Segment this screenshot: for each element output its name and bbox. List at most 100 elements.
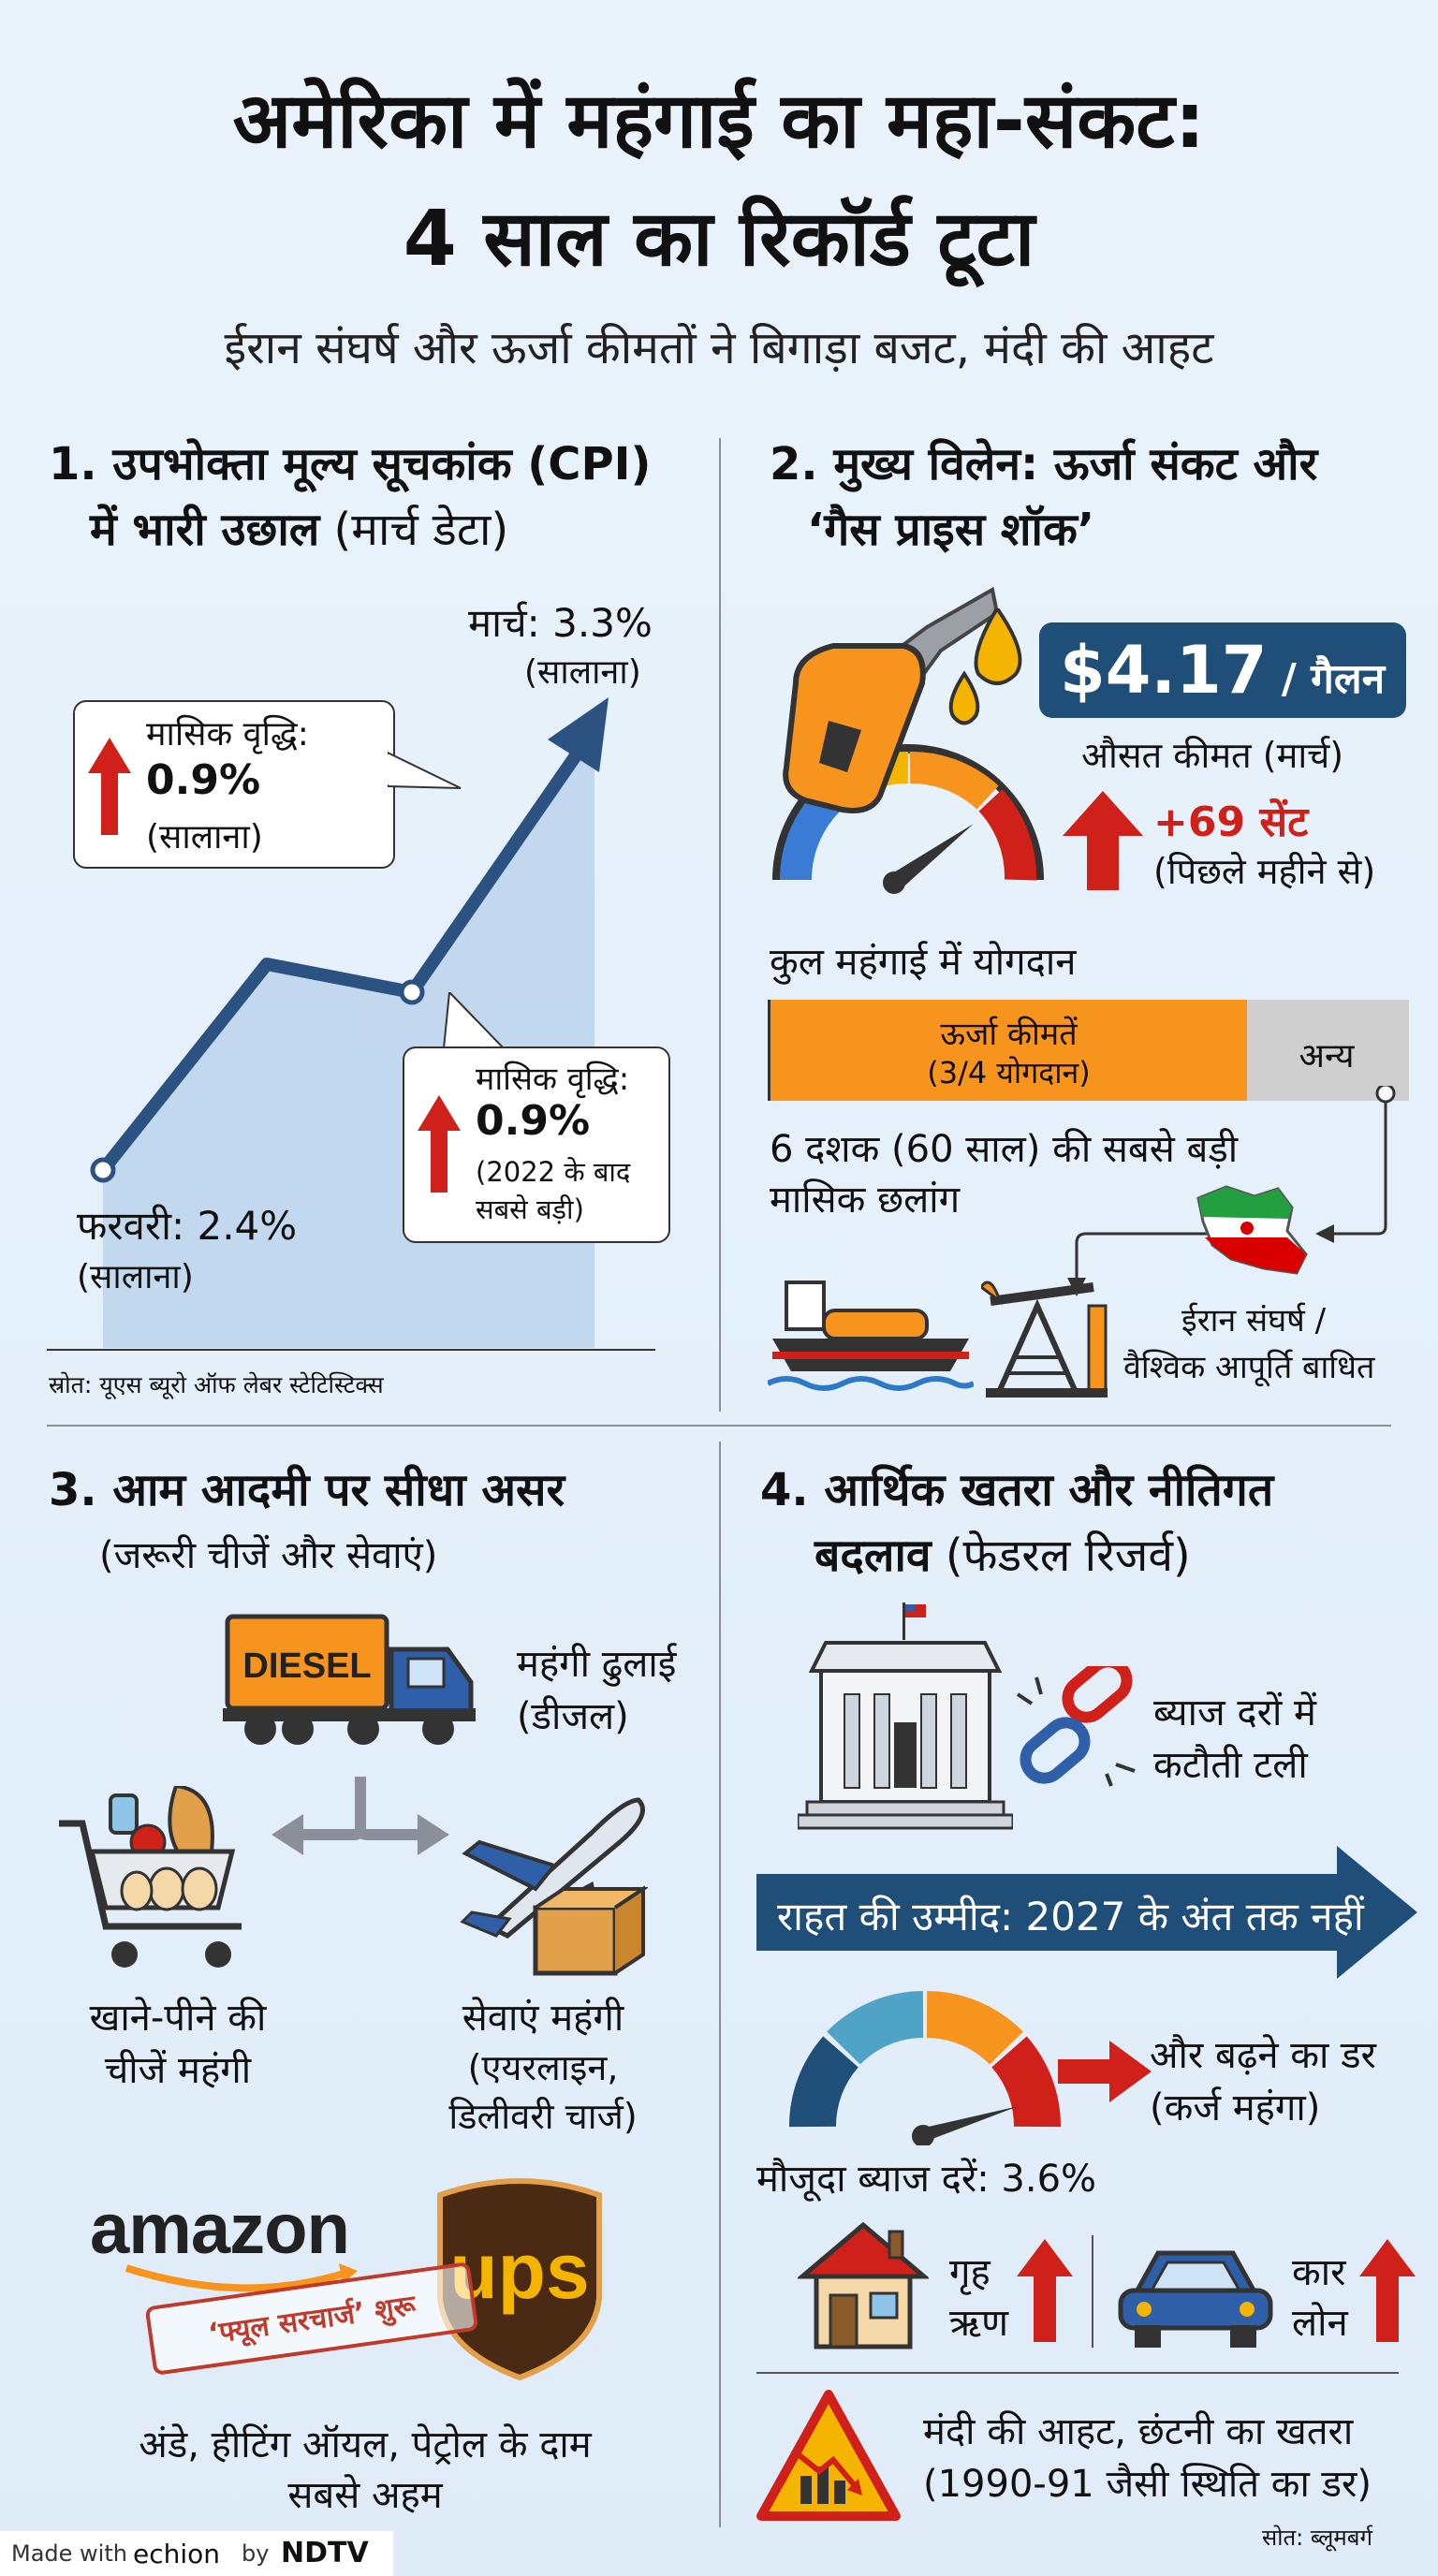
- by-text: by: [242, 2540, 270, 2567]
- home-loan-line2: ऋण: [949, 2302, 1009, 2345]
- echion-logo: echion: [133, 2539, 221, 2569]
- feb-sub: (सालाना): [77, 1258, 194, 1296]
- made-with-footer: Made with echion by NDTV: [0, 2531, 393, 2576]
- cpi-arrowhead: [548, 697, 609, 772]
- services-line2: (एयरलाइन,: [467, 2047, 619, 2088]
- section3-title: 3. आम आदमी पर सीधा असर: [49, 1464, 565, 1516]
- current-rate: मौजूदा ब्याज दरें: 3.6%: [756, 2158, 1097, 2201]
- section4-source: सोत: ब्लूमबर्ग: [1262, 2525, 1373, 2551]
- amazon-logo: amazon: [90, 2189, 350, 2269]
- point-mid: [399, 979, 425, 1005]
- section3-subtitle: (जरूरी चीजें और सेवाएं): [99, 1534, 438, 1577]
- contribution-bar: ऊर्जा कीमतें (3/4 योगदान) अन्य: [768, 1000, 1409, 1101]
- price-value: $4.17 / गैलन: [1060, 632, 1386, 709]
- loan-divider: [1092, 2235, 1093, 2348]
- supply-connector: [1067, 1086, 1396, 1296]
- food-line2: चीजें महंगी: [104, 2049, 252, 2092]
- iran-map-icon: [1196, 1185, 1308, 1275]
- fear-line2: (कर्ज महंगा): [1150, 2086, 1321, 2130]
- divider-section4-bottom: [756, 2372, 1399, 2374]
- bubble2-value: 0.9%: [476, 1097, 591, 1145]
- section1-source: स्रोत: यूएस ब्यूरो ऑफ लेबर स्टेटिस्टिक्स: [49, 1371, 384, 1398]
- iran-line2: वैश्विक आपूर्ति बाधित: [1123, 1349, 1375, 1386]
- rising-red-arrow-icon: [1058, 2041, 1152, 2102]
- monthly-growth-bubble-1: मासिक वृद्धि: 0.9% (सालाना): [73, 700, 395, 869]
- car-loan-line1: कार: [1292, 2251, 1346, 2294]
- fear-line1: और बढ़ने का डर: [1150, 2034, 1376, 2077]
- fuel-nozzle-gauge-icon: [772, 586, 1044, 894]
- section2-title-line1: 2. मुख्य विलेन: ऊर्जा संकट और: [770, 438, 1318, 490]
- oil-tanker-icon: [768, 1281, 974, 1391]
- services-line1: सेवाएं महंगी: [462, 1997, 624, 2040]
- monthly-growth-bubble-2: मासिक वृद्धि: 0.9% (2022 के बाद सबसे बड़…: [403, 1046, 670, 1243]
- subtitle: ईरान संघर्ष और ऊर्जा कीमतों ने बिगाड़ा ब…: [224, 322, 1214, 374]
- truck-diesel-text: DIESEL: [242, 1647, 371, 1686]
- interest-rate-gauge-icon: [788, 1991, 1062, 2145]
- decade-line2: मासिक छलांग: [770, 1178, 961, 1222]
- up-arrow-icon: [418, 1095, 461, 1193]
- cpi-line: [96, 742, 587, 1177]
- march-label: मार्च: 3.3%: [468, 600, 653, 646]
- section1-title-line2: में भारी उछाल (मार्च डेटा): [90, 504, 509, 556]
- bubble2-title: मासिक वृद्धि:: [476, 1061, 630, 1098]
- other-segment: अन्य: [1247, 1000, 1406, 1101]
- bubble1-value: 0.9%: [146, 756, 261, 804]
- car-loan-up-arrow-icon: [1359, 2239, 1416, 2342]
- section2-title-line2: ‘गैस प्राइस शॉक’: [807, 504, 1095, 556]
- point-february: [90, 1157, 116, 1183]
- feb-label: फरवरी: 2.4%: [77, 1203, 298, 1249]
- recession-line1: मंदी की आहट, छंटनी का खतरा: [923, 2410, 1354, 2453]
- freight-line1: महंगी ढुलाई: [517, 1643, 677, 1686]
- house-icon: [798, 2221, 929, 2349]
- energy-note: (3/4 योगदान): [927, 1055, 1091, 1090]
- bubble1-note: (सालाना): [146, 818, 263, 856]
- relief-banner-arrow: [756, 1846, 1417, 1979]
- split-arrow-icon: [271, 1777, 449, 1855]
- grocery-cart-icon: [59, 1786, 242, 1968]
- iran-line1: ईरान संघर्ष /: [1181, 1302, 1327, 1339]
- airplane-parcel-icon: [460, 1797, 648, 1976]
- services-line3: डिलीवरी चार्ज): [448, 2096, 638, 2137]
- section3-bottom-line2: सबसे अहम: [287, 2474, 443, 2517]
- fuel-drops-icon: [948, 608, 1022, 725]
- bubble1-tail: [388, 751, 462, 789]
- decade-line1: 6 दशक (60 साल) की सबसे बड़ी: [770, 1128, 1239, 1171]
- relief-banner-text: राहत की उम्मीद: 2027 के अंत तक नहीं: [777, 1894, 1364, 1939]
- energy-segment: ऊर्जा कीमतें (3/4 योगदान): [770, 1000, 1247, 1101]
- broken-chain-icon: [1016, 1666, 1136, 1787]
- divider-horizontal: [47, 1425, 1391, 1427]
- car-icon: [1118, 2250, 1273, 2348]
- federal-reserve-building-icon: [798, 1603, 1013, 1830]
- contribution-title: कुल महंगाई में योगदान: [770, 941, 1077, 984]
- freight-line2: (डीजल): [517, 1695, 629, 1738]
- rate-cut-line1: ब्याज दरों में: [1153, 1691, 1316, 1734]
- bubble2-note1: (2022 के बाद: [476, 1156, 631, 1188]
- price-caption: औसत कीमत (मार्च): [1081, 735, 1344, 776]
- divider-vertical-bottom: [719, 1442, 721, 2527]
- diesel-truck-icon: DIESEL: [223, 1614, 476, 1745]
- bubble2-note2: सबसे बड़ी): [476, 1193, 584, 1225]
- section4-title-line2: बदलाव (फेडरल रिजर्व): [814, 1530, 1191, 1582]
- main-title-line1: अमेरिका में महंगाई का महा-संकट:: [232, 77, 1206, 166]
- energy-label: ऊर्जा कीमतें: [940, 1016, 1078, 1053]
- section3-bottom-line1: अंडे, हीटिंग ऑयल, पेट्रोल के दाम: [139, 2423, 592, 2466]
- rate-cut-line2: कटौती टली: [1153, 1744, 1308, 1787]
- bubble2-tail: [442, 992, 506, 1048]
- section4-title-line1: 4. आर्थिक खतरा और नीतिगत: [760, 1464, 1274, 1516]
- price-increase: +69 सेंट: [1153, 798, 1309, 846]
- food-line1: खाने-पीने की: [89, 1997, 267, 2040]
- ndtv-logo: NDTV: [281, 2537, 369, 2569]
- recession-line2: (1990-91 जैसी स्थिति का डर): [923, 2463, 1372, 2506]
- bubble1-title: मासिक वृद्धि:: [146, 715, 309, 754]
- other-label: अन्य: [1299, 1037, 1355, 1076]
- home-loan-up-arrow-icon: [1017, 2239, 1073, 2342]
- oil-pump-jack-icon: [981, 1281, 1108, 1398]
- price-box: $4.17 / गैलन: [1039, 622, 1406, 718]
- divider-vertical-top: [719, 438, 721, 1412]
- section1-title-line1: 1. उपभोक्ता मूल्य सूचकांक (CPI): [49, 438, 652, 490]
- home-loan-line1: गृह: [949, 2251, 990, 2294]
- march-sub: (सालाना): [524, 653, 641, 692]
- price-increase-note: (पिछले महीने से): [1153, 851, 1376, 892]
- recession-warning-icon: [756, 2390, 901, 2521]
- made-with-text: Made with: [11, 2540, 127, 2567]
